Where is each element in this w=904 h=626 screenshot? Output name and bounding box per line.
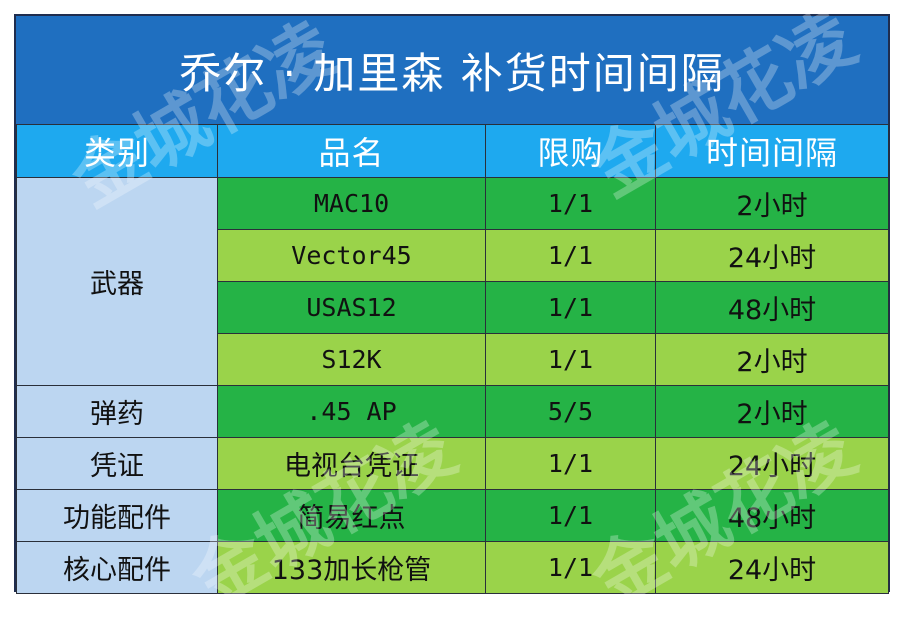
item-name-cell: Vector45 — [217, 229, 486, 282]
interval-cell: 48小时 — [655, 281, 889, 334]
interval-cell: 2小时 — [655, 385, 889, 438]
table-row: USAS12 1/1 48小时 — [17, 281, 889, 334]
header-interval: 时间间隔 — [655, 124, 889, 178]
table-row: 功能配件 简易红点 1/1 48小时 — [16, 489, 889, 542]
header-item-name: 品名 — [217, 124, 486, 178]
table-row: Vector45 1/1 24小时 — [17, 229, 889, 282]
header-limit: 限购 — [485, 124, 656, 178]
limit-cell: 1/1 — [485, 177, 656, 230]
table-row: S12K 1/1 2小时 — [17, 333, 889, 386]
interval-cell: 24小时 — [655, 541, 889, 594]
header-category: 类别 — [16, 124, 218, 178]
limit-cell: 1/1 — [485, 229, 656, 282]
category-cell: 弹药 — [16, 385, 218, 438]
limit-cell: 1/1 — [485, 541, 656, 594]
table-row: 弹药 .45 AP 5/5 2小时 — [16, 385, 889, 438]
item-name-cell: MAC10 — [217, 177, 486, 230]
category-cell: 核心配件 — [16, 541, 218, 594]
item-name-cell: USAS12 — [217, 281, 486, 334]
header-row: 类别 品名 限购 时间间隔 — [16, 124, 889, 178]
interval-cell: 24小时 — [655, 437, 889, 490]
item-name-cell: .45 AP — [217, 385, 486, 438]
limit-cell: 1/1 — [485, 489, 656, 542]
limit-cell: 1/1 — [485, 281, 656, 334]
item-name-cell: 133加长枪管 — [217, 541, 486, 594]
interval-cell: 24小时 — [655, 229, 889, 282]
limit-cell: 1/1 — [485, 437, 656, 490]
category-cell: 功能配件 — [16, 489, 218, 542]
table-row: 凭证 电视台凭证 1/1 24小时 — [16, 437, 889, 490]
page-title: 乔尔 · 加里森 补货时间间隔 — [16, 16, 888, 124]
interval-cell: 2小时 — [655, 177, 889, 230]
table-row: 武器 MAC10 1/1 2小时 — [16, 177, 889, 386]
table-frame: 乔尔 · 加里森 补货时间间隔 类别 品名 限购 时间间隔 武器 MAC10 1… — [14, 0, 890, 623]
interval-cell: 2小时 — [655, 333, 889, 386]
limit-cell: 5/5 — [485, 385, 656, 438]
interval-cell: 48小时 — [655, 489, 889, 542]
item-name-cell: 简易红点 — [217, 489, 486, 542]
limit-cell: 1/1 — [485, 333, 656, 386]
item-name-cell: 电视台凭证 — [217, 437, 486, 490]
restock-table: 类别 品名 限购 时间间隔 武器 MAC10 1/1 2小时 Vector45 … — [16, 124, 889, 594]
category-cell: 武器 — [16, 177, 218, 386]
table-row: 核心配件 133加长枪管 1/1 24小时 — [16, 541, 889, 594]
category-cell: 凭证 — [16, 437, 218, 490]
item-name-cell: S12K — [217, 333, 486, 386]
